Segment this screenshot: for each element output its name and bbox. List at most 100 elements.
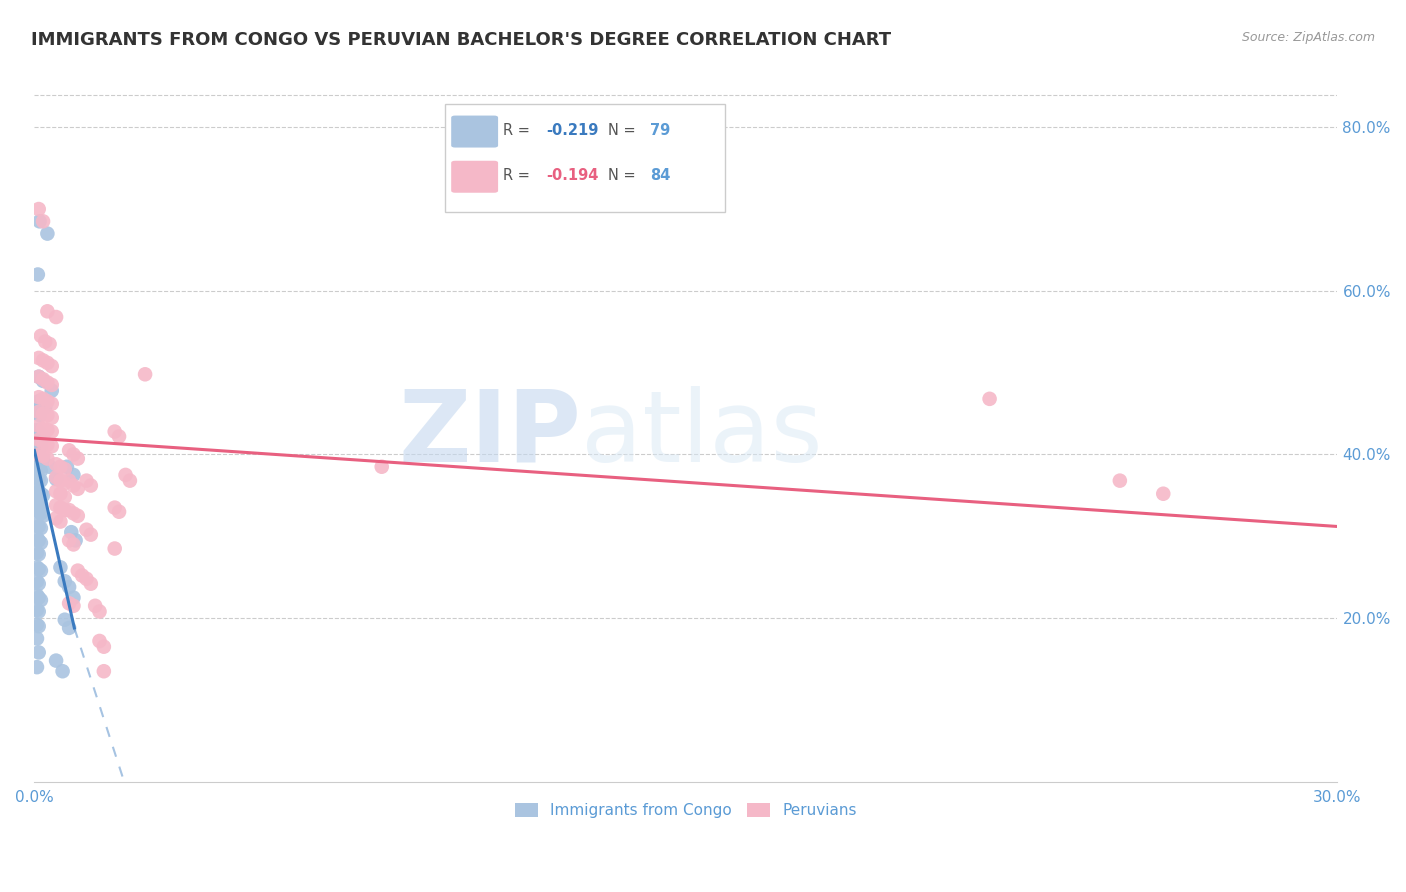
Point (34, 334, 56, 349)
Point (27, 268, 49, 282)
Point (118, 474, 141, 488)
Point (32, 374, 55, 388)
Point (28, 447, 51, 461)
Point (53, 503, 76, 517)
Point (28, 576, 51, 591)
Text: IMMIGRANTS FROM CONGO VS PERUVIAN BACHELOR'S DEGREE CORRELATION CHART: IMMIGRANTS FROM CONGO VS PERUVIAN BACHEL… (31, 31, 891, 49)
Point (30, 521, 52, 535)
Point (25, 492, 48, 507)
Point (28, 449, 51, 463)
Point (41, 378, 63, 392)
Point (45, 654, 67, 668)
Point (1152, 487, 1174, 501)
Text: -0.194: -0.194 (547, 168, 599, 183)
Point (25, 423, 48, 437)
Point (45, 498, 67, 512)
Point (32, 407, 55, 421)
Point (32, 435, 55, 450)
Point (53, 613, 76, 627)
Point (37, 408, 59, 422)
Point (62, 507, 84, 521)
Point (56, 459, 79, 474)
Point (25, 482, 48, 496)
Point (62, 478, 84, 492)
Text: ZIP: ZIP (398, 385, 582, 483)
Point (38, 337, 60, 351)
Point (62, 447, 84, 461)
Point (30, 487, 52, 501)
Text: Source: ZipAtlas.com: Source: ZipAtlas.com (1241, 31, 1375, 45)
Point (58, 621, 80, 635)
Point (28, 645, 51, 659)
Point (41, 384, 63, 398)
Point (114, 467, 136, 482)
Point (41, 439, 63, 453)
Point (37, 394, 59, 409)
Point (32, 488, 55, 502)
Point (58, 533, 80, 548)
Point (41, 425, 63, 439)
Point (28, 619, 51, 633)
Point (32, 449, 55, 463)
Point (25, 459, 48, 474)
Point (25, 546, 48, 560)
Point (28, 605, 51, 619)
Point (25, 531, 48, 545)
Point (28, 519, 51, 533)
Point (28, 390, 51, 404)
Point (66, 451, 89, 466)
Point (30, 474, 52, 488)
Point (28, 462, 51, 476)
Text: N =: N = (607, 123, 640, 137)
Point (30, 451, 52, 466)
Point (76, 572, 98, 586)
Point (38, 459, 60, 474)
Point (28, 214, 51, 228)
Point (58, 443, 80, 458)
Point (30, 439, 52, 453)
Point (66, 564, 89, 578)
Point (76, 474, 98, 488)
Point (30, 536, 52, 550)
Point (25, 660, 48, 674)
Text: -0.219: -0.219 (547, 123, 599, 137)
Point (60, 525, 83, 540)
Point (979, 392, 1001, 406)
Point (28, 351, 51, 365)
Point (30, 564, 52, 578)
Point (28, 369, 51, 384)
Point (28, 405, 51, 419)
Point (30, 507, 52, 521)
Point (30, 329, 52, 343)
Point (108, 505, 131, 519)
Point (25, 470, 48, 484)
Point (58, 503, 80, 517)
Point (104, 500, 127, 515)
Legend: Immigrants from Congo, Peruvians: Immigrants from Congo, Peruvians (509, 797, 863, 824)
Point (30, 497, 52, 511)
Point (32, 392, 55, 406)
Point (53, 462, 76, 476)
Point (80, 478, 103, 492)
Point (41, 359, 63, 373)
Point (45, 310, 67, 324)
Point (104, 541, 127, 556)
Point (30, 464, 52, 478)
Point (28, 437, 51, 451)
Point (49, 500, 72, 515)
Text: R =: R = (503, 123, 534, 137)
Point (62, 591, 84, 605)
Point (32, 453, 55, 467)
Point (30, 593, 52, 607)
Point (28, 591, 51, 605)
FancyBboxPatch shape (451, 161, 498, 193)
Point (37, 356, 59, 370)
Point (27, 407, 49, 421)
Point (93, 665, 115, 679)
Point (37, 376, 59, 390)
Point (32, 421, 55, 435)
Point (58, 580, 80, 594)
Point (134, 368, 156, 382)
Point (49, 515, 72, 529)
Point (25, 435, 48, 450)
